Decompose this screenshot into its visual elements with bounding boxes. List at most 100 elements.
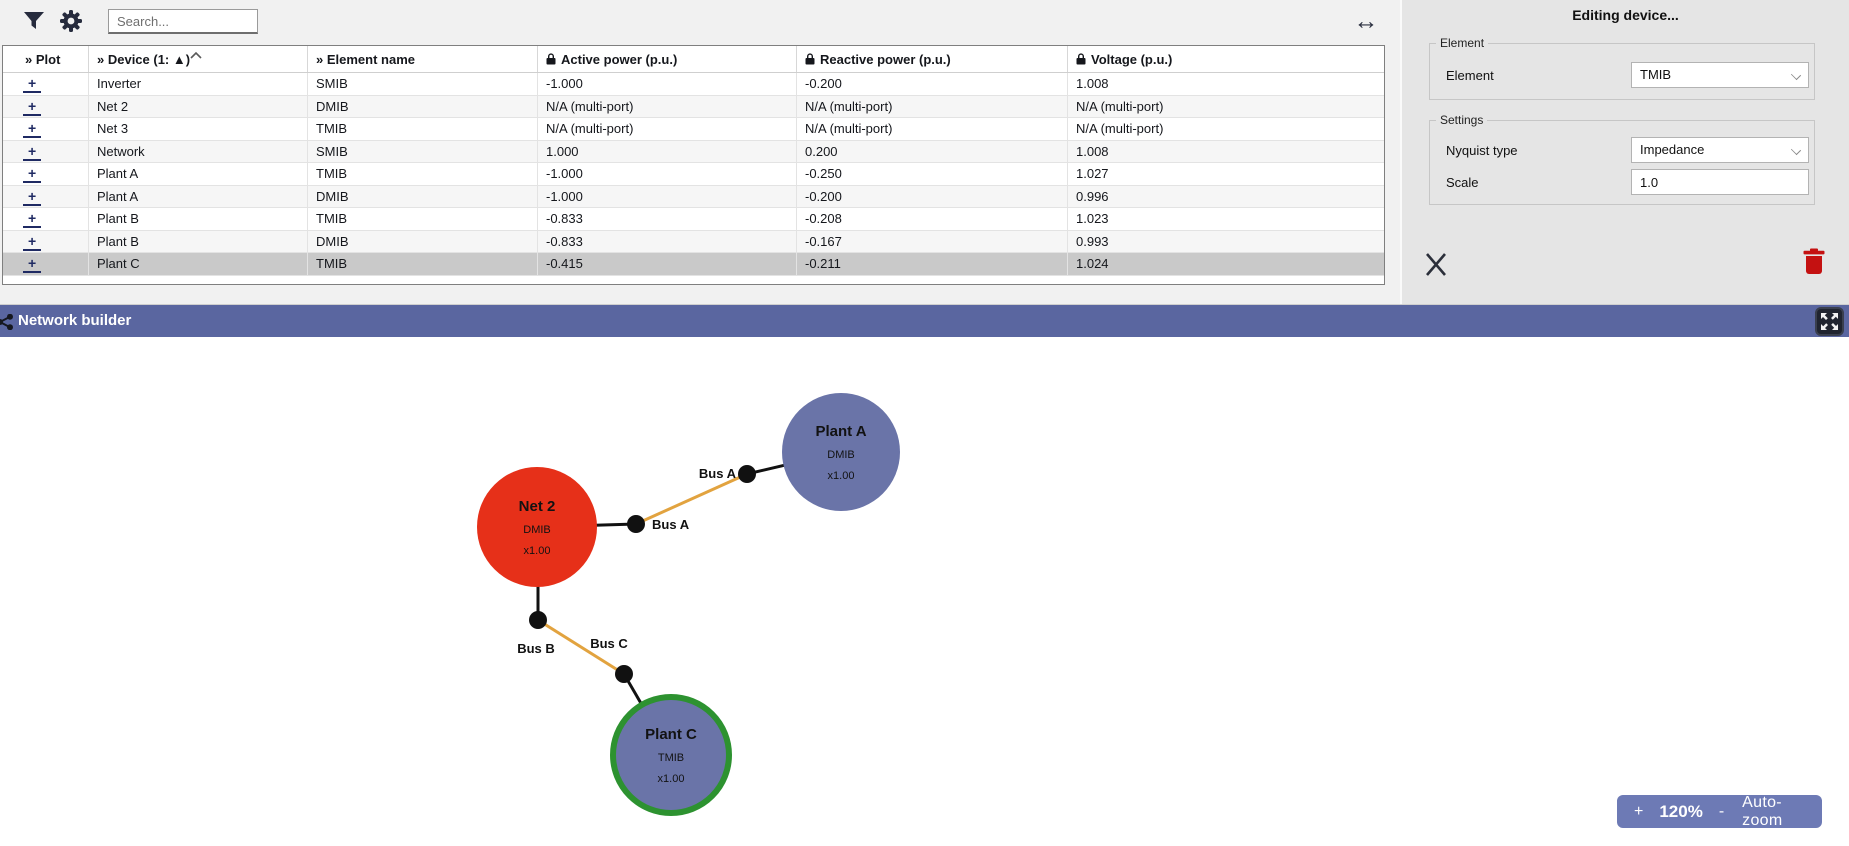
cell-device: Plant B: [89, 230, 308, 252]
cell-device: Plant A: [89, 163, 308, 185]
add-plot-button[interactable]: +: [23, 231, 42, 251]
cell-voltage: 1.008: [1076, 143, 1109, 159]
bus-label-a1: Bus A: [652, 517, 690, 532]
cell-reactive-power: -0.167: [797, 230, 1068, 252]
add-plot-button[interactable]: +: [23, 208, 42, 228]
table-row[interactable]: + Plant A DMIB -1.000 -0.200 0.996: [3, 185, 1384, 208]
element-group-legend: Element: [1440, 36, 1485, 50]
lock-icon: [1076, 47, 1086, 72]
node-type: TMIB: [657, 751, 685, 764]
node-scale: x1.00: [523, 544, 551, 557]
horizontal-resize-icon[interactable]: ↔: [1353, 7, 1379, 35]
node-name: Net 2: [518, 497, 556, 515]
cell-reactive-power: -0.200: [797, 73, 1068, 95]
column-header-label: Active power (p.u.): [561, 52, 678, 67]
cell-active-power: -0.833: [538, 230, 797, 252]
fullscreen-icon[interactable]: [1815, 307, 1844, 336]
zoom-controls: + 120% - Auto-zoom: [1617, 793, 1822, 829]
cell-element-name: DMIB: [308, 185, 538, 207]
cell-reactive-power: N/A (multi-port): [797, 118, 1068, 140]
add-plot-button[interactable]: +: [23, 96, 42, 116]
table-toolbar: ↔: [0, 0, 1400, 44]
table-row-selected[interactable]: + Plant C TMIB -0.415 -0.211 1.024: [3, 253, 1384, 276]
filter-icon[interactable]: [22, 9, 46, 33]
bus-node-a1[interactable]: [627, 515, 645, 533]
table-row[interactable]: + Plant B TMIB -0.833 -0.208 1.023: [3, 208, 1384, 231]
lock-icon: [546, 47, 556, 72]
add-plot-button[interactable]: +: [23, 186, 42, 206]
column-header-plot[interactable]: » Plot: [3, 46, 89, 72]
network-canvas[interactable]: Bus A Bus A Bus B Bus C Net 2 DMIB x1.00…: [0, 337, 1849, 846]
bus-node-a2[interactable]: [738, 465, 756, 483]
cell-voltage: 1.008: [1076, 76, 1109, 91]
table-row[interactable]: + Net 2 DMIB N/A (multi-port) N/A (multi…: [3, 95, 1384, 118]
nyquist-type-select[interactable]: Impedance: [1631, 137, 1809, 163]
cell-voltage: N/A (multi-port): [1076, 98, 1164, 114]
add-plot-button[interactable]: +: [23, 141, 42, 161]
cell-device: Net 3: [89, 118, 308, 140]
node-net-2[interactable]: Net 2 DMIB x1.00: [477, 467, 597, 587]
add-plot-button[interactable]: +: [23, 118, 42, 138]
scale-input[interactable]: [1631, 169, 1809, 195]
edge-busA-busA: [635, 472, 748, 526]
network-builder-title: Network builder: [18, 312, 132, 329]
table-row[interactable]: + Net 3 TMIB N/A (multi-port) N/A (multi…: [3, 118, 1384, 141]
cell-active-power: -1.000: [538, 185, 797, 207]
column-header-device[interactable]: » Device (1: ▲): [89, 46, 308, 72]
node-plant-c-selected[interactable]: Plant C TMIB x1.00: [610, 694, 732, 816]
gear-icon[interactable]: [59, 9, 83, 33]
add-plot-button[interactable]: +: [23, 73, 42, 93]
node-type: DMIB: [523, 523, 551, 536]
bus-node-c[interactable]: [615, 665, 633, 683]
add-plot-button[interactable]: +: [23, 163, 42, 183]
node-scale: x1.00: [657, 772, 685, 785]
node-scale: x1.00: [827, 469, 855, 482]
column-header-voltage[interactable]: Voltage (p.u.): [1068, 46, 1384, 72]
nyquist-type-value: Impedance: [1640, 142, 1705, 157]
zoom-in-button[interactable]: +: [1634, 802, 1644, 820]
table-row[interactable]: + Plant A TMIB -1.000 -0.250 1.027: [3, 163, 1384, 186]
auto-zoom-button[interactable]: Auto-zoom: [1742, 793, 1783, 829]
zoom-level: 120%: [1659, 801, 1703, 821]
cell-voltage: 1.024: [1076, 256, 1109, 271]
add-plot-button[interactable]: +: [23, 253, 42, 273]
element-select[interactable]: TMIB: [1631, 62, 1809, 88]
editing-device-panel: Editing device... Element Element TMIB S…: [1400, 0, 1849, 304]
cell-active-power: -1.000: [538, 73, 797, 95]
element-select-value: TMIB: [1640, 67, 1672, 82]
search-input[interactable]: [108, 9, 258, 34]
bus-label-b: Bus B: [517, 641, 555, 656]
element-label: Element: [1446, 68, 1494, 83]
bus-label-a2: Bus A: [699, 466, 737, 481]
settings-group-legend: Settings: [1440, 113, 1484, 127]
bus-node-b[interactable]: [529, 611, 547, 629]
column-header-active-power[interactable]: Active power (p.u.): [538, 46, 797, 72]
trash-icon[interactable]: [1802, 248, 1828, 276]
cell-element-name: TMIB: [308, 253, 538, 275]
table-row[interactable]: + Plant B DMIB -0.833 -0.167 0.993: [3, 230, 1384, 253]
cell-reactive-power: 0.200: [797, 140, 1068, 162]
table-row[interactable]: + Inverter SMIB -1.000 -0.200 1.008: [3, 73, 1384, 96]
cell-reactive-power: -0.208: [797, 208, 1068, 230]
node-name: Plant A: [815, 422, 867, 440]
cell-device: Plant A: [89, 185, 308, 207]
cell-reactive-power: -0.200: [797, 185, 1068, 207]
cell-reactive-power: -0.211: [797, 253, 1068, 275]
cell-voltage: 0.996: [1076, 188, 1109, 204]
settings-group: Settings Nyquist type Impedance Scale: [1429, 113, 1815, 205]
sort-caret-icon: [189, 46, 203, 64]
cell-active-power: N/A (multi-port): [538, 95, 797, 117]
cell-device: Net 2: [89, 95, 308, 117]
zoom-out-button[interactable]: -: [1718, 802, 1725, 820]
element-group: Element Element TMIB: [1429, 36, 1815, 100]
table-row[interactable]: + Network SMIB 1.000 0.200 1.008: [3, 140, 1384, 163]
cell-voltage: 1.023: [1076, 211, 1109, 226]
scale-label: Scale: [1446, 175, 1479, 190]
node-plant-a[interactable]: Plant A DMIB x1.00: [782, 393, 900, 511]
cell-active-power: 1.000: [538, 140, 797, 162]
column-header-element-name[interactable]: » Element name: [308, 46, 538, 72]
close-icon[interactable]: [1422, 250, 1450, 278]
cell-element-name: SMIB: [308, 73, 538, 95]
column-header-reactive-power[interactable]: Reactive power (p.u.): [797, 46, 1068, 72]
cell-device: Network: [89, 140, 308, 162]
